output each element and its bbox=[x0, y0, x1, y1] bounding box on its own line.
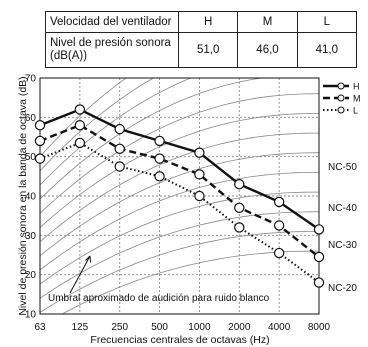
x-tick-label: 500 bbox=[151, 322, 168, 333]
data-point-m bbox=[74, 119, 86, 131]
data-point-h bbox=[114, 123, 125, 135]
x-tick-label: 8000 bbox=[308, 322, 331, 333]
x-tick-label: 2000 bbox=[228, 322, 251, 333]
data-point-m bbox=[34, 135, 46, 147]
y-tick-label: 50 bbox=[25, 152, 37, 163]
x-tick-label: 125 bbox=[72, 322, 89, 333]
nc-curve bbox=[40, 132, 319, 242]
series-line-h bbox=[39, 108, 320, 231]
data-point-l bbox=[234, 222, 245, 233]
data-point-h bbox=[34, 119, 46, 131]
data-point-h bbox=[313, 224, 325, 235]
nc-curve bbox=[40, 211, 319, 299]
nc-curves bbox=[40, 78, 319, 314]
data-point-l bbox=[74, 137, 86, 149]
y-axis-title: Nivel de presión sonora en la banda de o… bbox=[17, 76, 29, 315]
nc-curve bbox=[40, 78, 127, 157]
data-point-m bbox=[154, 153, 165, 164]
x-tick-label: 250 bbox=[111, 322, 128, 333]
nc-curve bbox=[40, 231, 319, 313]
sound-pressure-label: Nivel de presión sonora (dB(A)) bbox=[45, 32, 179, 68]
legend-label: M bbox=[353, 94, 361, 104]
series-line-l bbox=[39, 141, 320, 284]
legend-marker bbox=[337, 94, 345, 102]
nc-label: NC-20 bbox=[328, 283, 357, 294]
data-point-h bbox=[273, 196, 285, 208]
data-point-h bbox=[194, 147, 205, 158]
data-point-l bbox=[154, 171, 165, 182]
data-point-h bbox=[74, 104, 86, 115]
nc-curve bbox=[40, 78, 192, 186]
fan-speed-label: Velocidad del ventilador bbox=[45, 11, 179, 33]
data-point-l bbox=[114, 161, 125, 172]
nc-curve-group bbox=[40, 78, 319, 314]
x-tick-label: 63 bbox=[34, 322, 46, 333]
x-tick-label: 1000 bbox=[188, 322, 211, 333]
x-tick-label: 4000 bbox=[268, 322, 291, 333]
annotation-arrowhead bbox=[85, 255, 91, 263]
legend-marker bbox=[337, 82, 345, 90]
nc-label: NC-50 bbox=[328, 162, 357, 173]
table-value-row: Nivel de presión sonora (dB(A)) 51,0 46,… bbox=[45, 32, 358, 68]
annotation-arrow-line bbox=[69, 255, 91, 294]
data-point-m bbox=[313, 251, 325, 263]
data-point-l bbox=[194, 190, 205, 202]
series-line-m bbox=[39, 123, 320, 258]
y-tick-label: 10 bbox=[25, 310, 37, 321]
data-point-h bbox=[234, 178, 245, 190]
chart-legend: HML bbox=[323, 82, 361, 116]
nc-label: NC-40 bbox=[328, 203, 357, 214]
data-point-l bbox=[34, 153, 46, 164]
x-axis-title: Frecuencias centrales de octavas (Hz) bbox=[90, 334, 269, 346]
nc-curve bbox=[40, 191, 319, 285]
y-tick-label: 20 bbox=[25, 270, 37, 281]
nc-curve bbox=[40, 113, 319, 228]
data-point-m bbox=[273, 220, 285, 231]
data-point-m bbox=[234, 202, 245, 213]
nc-curve bbox=[61, 250, 319, 314]
y-tick-label: 40 bbox=[25, 192, 37, 203]
y-tick-label: 60 bbox=[25, 113, 37, 124]
nc-curve bbox=[40, 78, 265, 200]
y-tick-label: 30 bbox=[25, 231, 37, 242]
value-l: 41,0 bbox=[296, 32, 358, 68]
data-point-m bbox=[194, 169, 205, 180]
nc-curve bbox=[40, 152, 319, 257]
nc-curve bbox=[40, 78, 155, 172]
data-point-m bbox=[114, 143, 125, 154]
nc-curve bbox=[40, 93, 319, 214]
threshold-annotation: Umbral aproximado de audición para ruido… bbox=[48, 293, 270, 304]
sound-level-table: Velocidad del ventilador H M L Nivel de … bbox=[45, 11, 358, 68]
nc-curve bbox=[40, 172, 319, 271]
data-point-h bbox=[154, 135, 165, 147]
axis-ticks: 10 20 30 40 50 60 70 63 125 250 500 1000 2000 4000 800… bbox=[25, 74, 357, 334]
plot-frame bbox=[39, 77, 320, 315]
nc-label: NC-30 bbox=[328, 240, 357, 251]
data-point-l bbox=[273, 247, 285, 259]
table-header-row: Velocidad del ventilador H M L bbox=[45, 11, 358, 33]
legend-label: L bbox=[353, 106, 358, 116]
legend-marker bbox=[337, 106, 345, 114]
data-point-l bbox=[313, 277, 325, 288]
y-tick-label: 70 bbox=[25, 74, 37, 85]
data-series bbox=[34, 104, 325, 288]
legend-label: H bbox=[353, 82, 360, 92]
